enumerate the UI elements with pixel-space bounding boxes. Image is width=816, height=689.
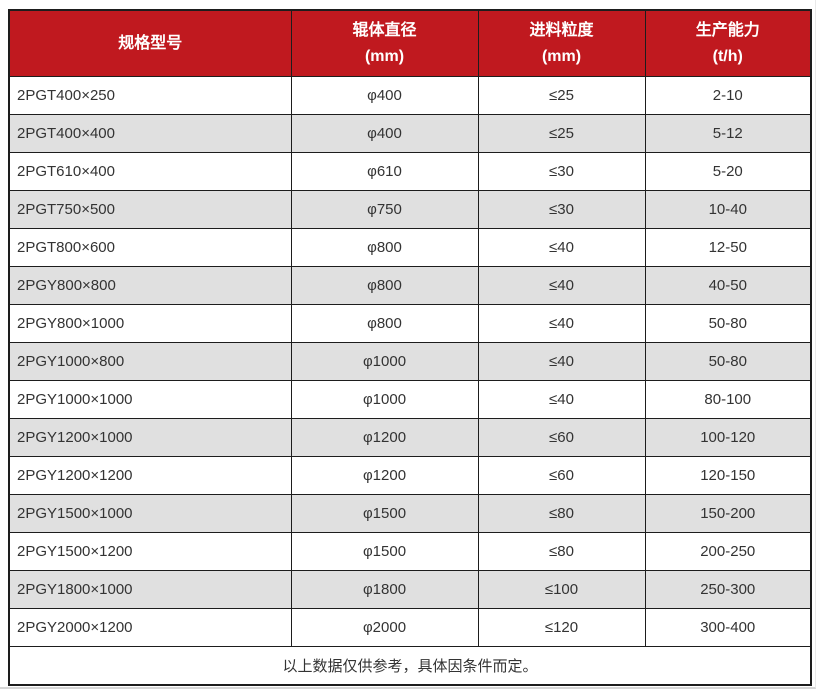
- cell-model: 2PGT400×400: [8, 114, 292, 153]
- cell-capacity: 200-250: [644, 532, 812, 571]
- table-row: 2PGY1000×1000 φ1000 ≤40 80-100: [8, 380, 812, 419]
- cell-feed-size: ≤25: [477, 76, 646, 115]
- cell-capacity: 100-120: [644, 418, 812, 457]
- table-row: 2PGT610×400 φ610 ≤30 5-20: [8, 152, 812, 191]
- cell-feed-size: ≤80: [477, 532, 646, 571]
- header-cell-model: 规格型号: [8, 9, 292, 77]
- cell-model: 2PGY2000×1200: [8, 608, 292, 647]
- cell-feed-size: ≤80: [477, 494, 646, 533]
- header-label-feed-size: 进料粒度: [529, 21, 594, 39]
- cell-roller-diameter: φ1200: [290, 456, 479, 495]
- cell-roller-diameter: φ1800: [290, 570, 479, 609]
- cell-roller-diameter: φ1500: [290, 494, 479, 533]
- cell-capacity: 40-50: [644, 266, 812, 305]
- cell-model: 2PGY1200×1200: [8, 456, 292, 495]
- cell-capacity: 250-300: [644, 570, 812, 609]
- cell-model: 2PGY800×1000: [8, 304, 292, 343]
- cell-model: 2PGY800×800: [8, 266, 292, 305]
- cell-roller-diameter: φ800: [290, 266, 479, 305]
- cell-feed-size: ≤100: [477, 570, 646, 609]
- cell-feed-size: ≤30: [477, 152, 646, 191]
- header-unit-capacity: (t/h): [712, 47, 743, 65]
- header-label-capacity: 生产能力: [695, 21, 760, 39]
- table-row: 2PGY1500×1200 φ1500 ≤80 200-250: [8, 532, 812, 571]
- table-row: 2PGY1200×1000 φ1200 ≤60 100-120: [8, 418, 812, 457]
- cell-roller-diameter: φ1000: [290, 342, 479, 381]
- cell-feed-size: ≤40: [477, 342, 646, 381]
- cell-model: 2PGT750×500: [8, 190, 292, 229]
- cell-feed-size: ≤40: [477, 228, 646, 267]
- footer-row: 以上数据仅供参考，具体因条件而定。: [8, 646, 812, 686]
- cell-roller-diameter: φ1200: [290, 418, 479, 457]
- table-row: 2PGY1200×1200 φ1200 ≤60 120-150: [8, 456, 812, 495]
- cell-model: 2PGY1000×800: [8, 342, 292, 381]
- cell-capacity: 5-12: [644, 114, 812, 153]
- cell-model: 2PGY1500×1000: [8, 494, 292, 533]
- header-row: 规格型号 辊体直径 (mm) 进料粒度 (mm) 生产能力 (t/h): [8, 9, 812, 77]
- cell-roller-diameter: φ800: [290, 228, 479, 267]
- table-row: 2PGT800×600 φ800 ≤40 12-50: [8, 228, 812, 267]
- cell-capacity: 50-80: [644, 342, 812, 381]
- table-row: 2PGY1800×1000 φ1800 ≤100 250-300: [8, 570, 812, 609]
- cell-feed-size: ≤40: [477, 266, 646, 305]
- table-row: 2PGY1000×800 φ1000 ≤40 50-80: [8, 342, 812, 381]
- cell-roller-diameter: φ1000: [290, 380, 479, 419]
- cell-model: 2PGY1800×1000: [8, 570, 292, 609]
- cell-roller-diameter: φ610: [290, 152, 479, 191]
- cell-feed-size: ≤60: [477, 418, 646, 457]
- table-row: 2PGY800×800 φ800 ≤40 40-50: [8, 266, 812, 305]
- table-footer: 以上数据仅供参考，具体因条件而定。: [8, 646, 812, 686]
- cell-feed-size: ≤60: [477, 456, 646, 495]
- header-unit-feed-size: (mm): [541, 47, 582, 65]
- spec-table: 规格型号 辊体直径 (mm) 进料粒度 (mm) 生产能力 (t/h) 2PGT…: [8, 9, 812, 686]
- table-row: 2PGY1500×1000 φ1500 ≤80 150-200: [8, 494, 812, 533]
- cell-capacity: 150-200: [644, 494, 812, 533]
- cell-model: 2PGY1200×1000: [8, 418, 292, 457]
- table-row: 2PGT750×500 φ750 ≤30 10-40: [8, 190, 812, 229]
- header-cell-feed-size: 进料粒度 (mm): [477, 9, 646, 77]
- cell-roller-diameter: φ800: [290, 304, 479, 343]
- cell-feed-size: ≤120: [477, 608, 646, 647]
- cell-capacity: 50-80: [644, 304, 812, 343]
- table-row: 2PGY2000×1200 φ2000 ≤120 300-400: [8, 608, 812, 647]
- table-body: 2PGT400×250 φ400 ≤25 2-10 2PGT400×400 φ4…: [8, 76, 812, 647]
- cell-model: 2PGT610×400: [8, 152, 292, 191]
- cell-feed-size: ≤30: [477, 190, 646, 229]
- cell-capacity: 10-40: [644, 190, 812, 229]
- cell-capacity: 12-50: [644, 228, 812, 267]
- cell-model: 2PGT400×250: [8, 76, 292, 115]
- cell-roller-diameter: φ1500: [290, 532, 479, 571]
- cell-capacity: 300-400: [644, 608, 812, 647]
- cell-capacity: 2-10: [644, 76, 812, 115]
- cell-roller-diameter: φ400: [290, 114, 479, 153]
- cell-capacity: 120-150: [644, 456, 812, 495]
- footer-note: 以上数据仅供参考，具体因条件而定。: [8, 646, 812, 686]
- header-label-roller-diameter: 辊体直径: [352, 21, 417, 39]
- cell-model: 2PGT800×600: [8, 228, 292, 267]
- header-label-model: 规格型号: [118, 34, 183, 52]
- cell-feed-size: ≤25: [477, 114, 646, 153]
- cell-capacity: 80-100: [644, 380, 812, 419]
- cell-roller-diameter: φ750: [290, 190, 479, 229]
- cell-feed-size: ≤40: [477, 380, 646, 419]
- header-unit-roller-diameter: (mm): [364, 47, 405, 65]
- cell-roller-diameter: φ400: [290, 76, 479, 115]
- cell-capacity: 5-20: [644, 152, 812, 191]
- cell-feed-size: ≤40: [477, 304, 646, 343]
- header-cell-capacity: 生产能力 (t/h): [644, 9, 812, 77]
- table-header: 规格型号 辊体直径 (mm) 进料粒度 (mm) 生产能力 (t/h): [8, 9, 812, 77]
- table-row: 2PGY800×1000 φ800 ≤40 50-80: [8, 304, 812, 343]
- table-row: 2PGT400×400 φ400 ≤25 5-12: [8, 114, 812, 153]
- cell-model: 2PGY1500×1200: [8, 532, 292, 571]
- table-row: 2PGT400×250 φ400 ≤25 2-10: [8, 76, 812, 115]
- header-cell-roller-diameter: 辊体直径 (mm): [290, 9, 479, 77]
- cell-model: 2PGY1000×1000: [8, 380, 292, 419]
- cell-roller-diameter: φ2000: [290, 608, 479, 647]
